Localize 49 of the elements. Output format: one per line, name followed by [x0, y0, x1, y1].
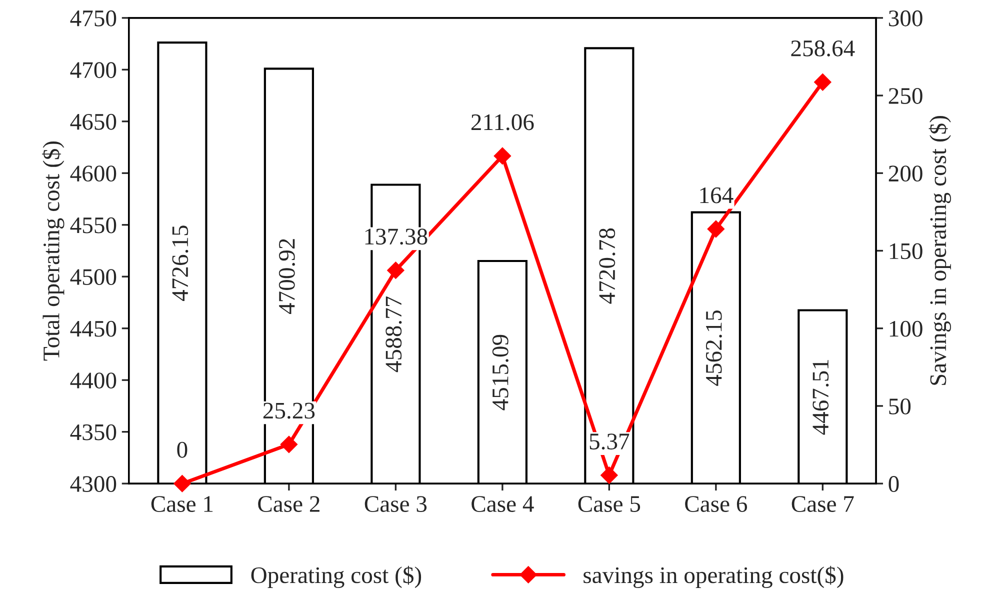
data-label: 4720.78 — [599, 228, 616, 304]
data-label: 4562.15 — [706, 310, 722, 386]
data-label: 137.38 — [365, 228, 428, 245]
data-label: 0 — [177, 442, 188, 458]
point — [387, 262, 404, 279]
data-label: 258.64 — [791, 40, 855, 56]
x-tick-label: Case 1 — [151, 496, 213, 512]
data-label: 4726.15 — [172, 226, 188, 301]
x-tick-label: Case 3 — [364, 496, 427, 512]
y-tick-label: 4700 — [70, 62, 116, 78]
y-tick-label: 4300 — [70, 476, 116, 492]
data-label: 4588.77 — [386, 296, 402, 372]
data-label: 4515.09 — [492, 334, 508, 410]
x-tick-label: Case 5 — [578, 496, 640, 512]
data-label: 25.23 — [263, 402, 315, 419]
point — [814, 74, 832, 91]
y-tick-label: 4500 — [70, 269, 116, 286]
point — [174, 475, 191, 492]
y-tick-label: 4350 — [70, 424, 116, 440]
y-tick-label: 4750 — [70, 10, 116, 26]
x-tick-label: Case 7 — [792, 496, 854, 512]
y2-tick-label: 150 — [890, 243, 922, 260]
y-tick-label: 4600 — [70, 166, 116, 182]
y-tick-label: 4550 — [70, 217, 116, 234]
y2-tick-label: 300 — [888, 10, 922, 26]
x-tick-label: Case 4 — [472, 496, 534, 512]
y-tick-label: 4400 — [70, 372, 116, 389]
legend-label: Operating cost ($) — [251, 566, 422, 588]
x-tick-label: Case 2 — [258, 496, 320, 512]
data-label: 164 — [700, 187, 734, 204]
y-tick-label: 4650 — [70, 114, 116, 130]
data-label: 211.06 — [471, 114, 534, 130]
point — [600, 466, 618, 484]
y2-tick-label: 200 — [888, 166, 922, 182]
y2-axis-title: Savings in operating cost ($) — [928, 116, 952, 385]
x-tick-label: Case 6 — [685, 496, 748, 512]
point — [707, 220, 724, 238]
data-label: 4700.92 — [278, 239, 295, 314]
y2-tick-label: 50 — [889, 398, 911, 414]
y2-tick-label: 0 — [888, 476, 899, 492]
data-label: 5.37 — [590, 434, 630, 450]
y-tick-label: 4450 — [70, 320, 116, 337]
point — [280, 436, 298, 453]
y-axis-title: Total operating cost ($) — [42, 141, 64, 361]
legend-label: savings in operating cost($) — [584, 566, 844, 588]
data-label: 4467.51 — [812, 360, 829, 435]
point — [494, 147, 511, 165]
y2-tick-label: 250 — [888, 88, 922, 104]
y2-tick-label: 100 — [890, 320, 922, 337]
